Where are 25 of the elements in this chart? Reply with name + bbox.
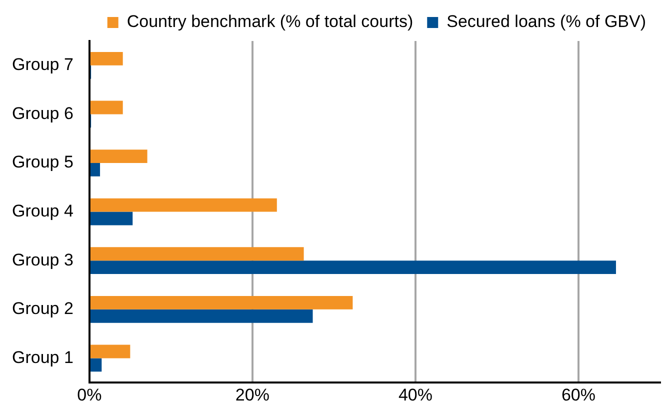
bar: [90, 198, 277, 212]
y-tick-label: Group 5: [12, 152, 74, 172]
x-tick-label: 20%: [235, 385, 270, 404]
bar: [90, 52, 123, 66]
bar: [90, 296, 353, 310]
y-tick-label: Group 6: [12, 104, 74, 123]
bar: [90, 100, 123, 114]
y-tick-label: Group 2: [12, 299, 74, 318]
bar: [90, 344, 130, 358]
y-tick-label: Group 4: [12, 201, 74, 220]
bar: [90, 260, 616, 274]
x-tick-label: 40%: [398, 385, 432, 404]
bar: [90, 212, 133, 226]
x-tick-label: 0%: [77, 385, 102, 404]
bar: [90, 358, 102, 372]
legend-label: Secured loans (% of GBV): [446, 12, 646, 32]
bar: [90, 309, 313, 323]
y-tick-label: Group 3: [12, 250, 74, 270]
bar: [90, 150, 148, 163]
legend-label: Country benchmark (% of total courts): [126, 12, 414, 32]
bar: [90, 247, 304, 261]
y-tick-label: Group 1: [12, 348, 74, 367]
y-tick-label: Group 7: [12, 55, 74, 74]
bar: [90, 163, 100, 176]
x-tick-label: 60%: [561, 385, 596, 404]
